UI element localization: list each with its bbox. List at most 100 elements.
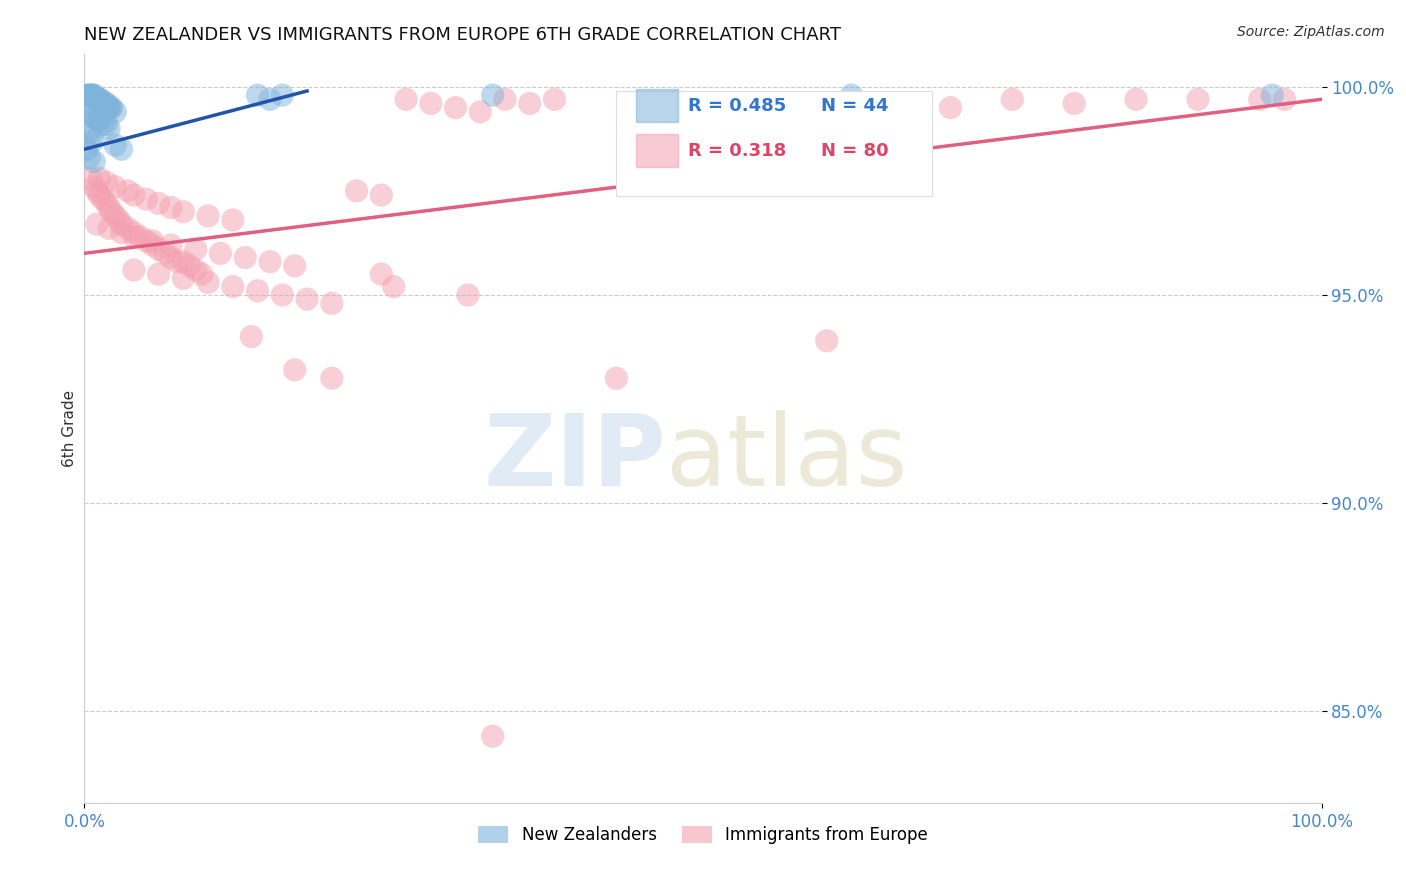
FancyBboxPatch shape [636, 135, 678, 168]
Point [246, 284, 269, 298]
Point [76, 88, 98, 103]
Point [110, 226, 132, 240]
FancyBboxPatch shape [616, 91, 932, 196]
Point [166, 254, 188, 268]
Point [129, 229, 152, 244]
Point [209, 246, 232, 260]
Legend: New Zealanders, Immigrants from Europe: New Zealanders, Immigrants from Europe [471, 819, 935, 851]
Point [79, 151, 101, 165]
Point [240, 329, 263, 343]
Text: R = 0.318: R = 0.318 [688, 142, 786, 160]
Point [184, 242, 207, 256]
Point [543, 92, 565, 106]
Point [83, 88, 105, 103]
Point [222, 213, 245, 227]
Point [141, 238, 163, 252]
Point [172, 271, 194, 285]
Point [605, 371, 627, 385]
Point [179, 259, 201, 273]
Point [1261, 88, 1284, 103]
Point [86, 184, 108, 198]
Point [457, 288, 479, 302]
Point [91, 96, 114, 111]
Point [84, 92, 107, 106]
Point [135, 192, 157, 206]
Point [1187, 92, 1209, 106]
Point [259, 92, 281, 106]
Point [877, 96, 900, 111]
Point [108, 213, 131, 227]
Point [83, 109, 105, 123]
Point [122, 188, 145, 202]
Point [481, 729, 503, 743]
Point [110, 142, 132, 156]
Text: N = 44: N = 44 [821, 97, 889, 115]
Point [79, 129, 101, 144]
Point [96, 196, 118, 211]
Point [98, 201, 121, 215]
Point [259, 254, 281, 268]
Point [104, 209, 127, 223]
Point [98, 101, 121, 115]
Point [83, 179, 105, 194]
Point [222, 279, 245, 293]
Point [321, 371, 343, 385]
Point [77, 126, 100, 140]
Point [395, 92, 418, 106]
Point [939, 101, 962, 115]
Point [79, 88, 101, 103]
Point [321, 296, 343, 310]
Point [89, 92, 111, 106]
Point [77, 104, 100, 119]
Point [135, 234, 157, 248]
Point [86, 92, 108, 106]
Point [91, 192, 114, 206]
Point [271, 288, 294, 302]
Text: atlas: atlas [666, 409, 907, 507]
Point [519, 96, 541, 111]
Point [80, 88, 103, 103]
Point [90, 96, 112, 111]
Point [370, 267, 392, 281]
Point [284, 363, 307, 377]
Point [96, 96, 118, 111]
Text: ZIP: ZIP [484, 409, 666, 507]
Point [117, 184, 139, 198]
Point [148, 267, 170, 281]
Point [96, 176, 118, 190]
Point [98, 221, 121, 235]
Point [841, 88, 863, 103]
Point [79, 171, 101, 186]
Point [122, 263, 145, 277]
Text: Source: ZipAtlas.com: Source: ZipAtlas.com [1237, 25, 1385, 39]
Point [444, 101, 467, 115]
Point [148, 242, 170, 256]
Point [184, 263, 207, 277]
Point [97, 101, 120, 115]
Point [1125, 92, 1147, 106]
Text: R = 0.485: R = 0.485 [688, 97, 786, 115]
Point [93, 96, 115, 111]
Point [94, 96, 117, 111]
Point [191, 267, 214, 281]
Point [86, 113, 108, 128]
Point [79, 88, 101, 103]
Point [160, 251, 183, 265]
Point [141, 234, 163, 248]
Point [86, 217, 108, 231]
Point [89, 92, 111, 106]
Point [89, 188, 111, 202]
Point [91, 117, 114, 131]
Point [1063, 96, 1085, 111]
Point [79, 109, 101, 123]
Point [246, 88, 269, 103]
Point [96, 117, 118, 131]
Point [1274, 92, 1296, 106]
Point [76, 142, 98, 156]
Point [104, 179, 127, 194]
Point [815, 334, 838, 348]
Point [100, 101, 122, 115]
Point [100, 204, 122, 219]
Point [295, 292, 318, 306]
Point [82, 88, 104, 103]
